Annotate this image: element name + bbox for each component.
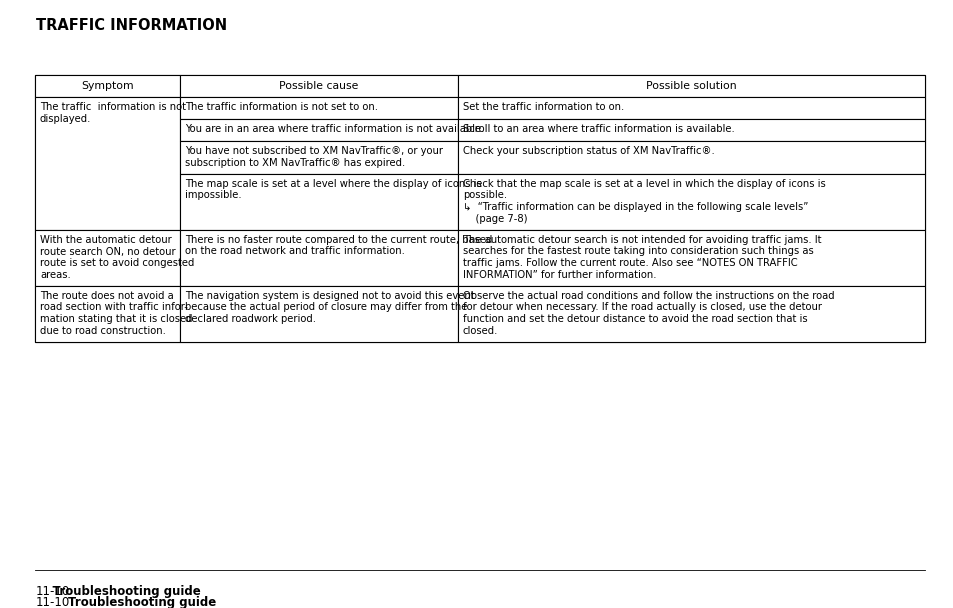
Text: route search ON, no detour: route search ON, no detour xyxy=(40,246,175,257)
Text: You have not subscribed to XM NavTraffic®, or your: You have not subscribed to XM NavTraffic… xyxy=(185,146,442,156)
Bar xyxy=(180,97,457,119)
Text: INFORMATION” for further information.: INFORMATION” for further information. xyxy=(462,269,656,280)
Text: TRAFFIC INFORMATION: TRAFFIC INFORMATION xyxy=(36,18,227,33)
Text: areas.: areas. xyxy=(40,269,71,280)
Text: searches for the fastest route taking into consideration such things as: searches for the fastest route taking in… xyxy=(462,246,813,257)
Text: With the automatic detour: With the automatic detour xyxy=(40,235,172,245)
Bar xyxy=(180,75,457,97)
Text: on the road network and traffic information.: on the road network and traffic informat… xyxy=(185,246,404,257)
Bar xyxy=(35,286,180,342)
Text: 11-10: 11-10 xyxy=(36,585,71,598)
Bar xyxy=(35,75,924,342)
Bar xyxy=(457,119,924,141)
Bar xyxy=(457,75,924,97)
Text: Check your subscription status of XM NavTraffic®.: Check your subscription status of XM Nav… xyxy=(462,146,714,156)
Bar xyxy=(35,97,180,230)
Text: road section with traffic infor-: road section with traffic infor- xyxy=(40,303,188,313)
Text: Symptom: Symptom xyxy=(81,81,133,91)
Text: Set the traffic information to on.: Set the traffic information to on. xyxy=(462,102,623,112)
Text: The traffic  information is not: The traffic information is not xyxy=(40,102,186,112)
Bar xyxy=(457,141,924,174)
Text: possible.: possible. xyxy=(462,190,506,201)
Text: for detour when necessary. If the road actually is closed, use the detour: for detour when necessary. If the road a… xyxy=(462,303,821,313)
Text: Troubleshooting guide: Troubleshooting guide xyxy=(68,596,216,608)
Bar xyxy=(180,286,457,342)
Text: closed.: closed. xyxy=(462,325,497,336)
Text: (page 7-8): (page 7-8) xyxy=(462,213,527,224)
Text: There is no faster route compared to the current route, based: There is no faster route compared to the… xyxy=(185,235,492,245)
Bar xyxy=(457,174,924,230)
Text: Check that the map scale is set at a level in which the display of icons is: Check that the map scale is set at a lev… xyxy=(462,179,824,189)
Bar xyxy=(180,174,457,230)
Bar xyxy=(457,230,924,286)
Text: The route does not avoid a: The route does not avoid a xyxy=(40,291,173,301)
Text: Possible cause: Possible cause xyxy=(279,81,358,91)
Text: Troubleshooting guide: Troubleshooting guide xyxy=(36,585,200,598)
Text: 11-10: 11-10 xyxy=(36,596,71,608)
Bar xyxy=(180,230,457,286)
Text: The navigation system is designed not to avoid this event: The navigation system is designed not to… xyxy=(185,291,475,301)
Bar xyxy=(457,97,924,119)
Text: traffic jams. Follow the current route. Also see “NOTES ON TRAFFIC: traffic jams. Follow the current route. … xyxy=(462,258,797,268)
Bar xyxy=(180,141,457,174)
Text: You are in an area where traffic information is not available.: You are in an area where traffic informa… xyxy=(185,124,484,134)
Text: The automatic detour search is not intended for avoiding traffic jams. It: The automatic detour search is not inten… xyxy=(462,235,821,245)
Text: due to road construction.: due to road construction. xyxy=(40,325,166,336)
Text: displayed.: displayed. xyxy=(40,114,91,123)
Text: impossible.: impossible. xyxy=(185,190,241,201)
Text: route is set to avoid congested: route is set to avoid congested xyxy=(40,258,194,268)
Text: function and set the detour distance to avoid the road section that is: function and set the detour distance to … xyxy=(462,314,806,324)
Text: ↳  “Traffic information can be displayed in the following scale levels”: ↳ “Traffic information can be displayed … xyxy=(462,202,807,212)
Text: subscription to XM NavTraffic® has expired.: subscription to XM NavTraffic® has expir… xyxy=(185,157,405,167)
Text: The map scale is set at a level where the display of icons is: The map scale is set at a level where th… xyxy=(185,179,481,189)
Bar xyxy=(457,286,924,342)
Text: declared roadwork period.: declared roadwork period. xyxy=(185,314,315,324)
Text: Possible solution: Possible solution xyxy=(645,81,736,91)
Text: The traffic information is not set to on.: The traffic information is not set to on… xyxy=(185,102,377,112)
Bar xyxy=(35,75,180,97)
Bar xyxy=(180,119,457,141)
Text: because the actual period of closure may differ from the: because the actual period of closure may… xyxy=(185,303,467,313)
Text: Observe the actual road conditions and follow the instructions on the road: Observe the actual road conditions and f… xyxy=(462,291,834,301)
Text: mation stating that it is closed: mation stating that it is closed xyxy=(40,314,193,324)
Text: Scroll to an area where traffic information is available.: Scroll to an area where traffic informat… xyxy=(462,124,734,134)
Bar xyxy=(35,230,180,286)
